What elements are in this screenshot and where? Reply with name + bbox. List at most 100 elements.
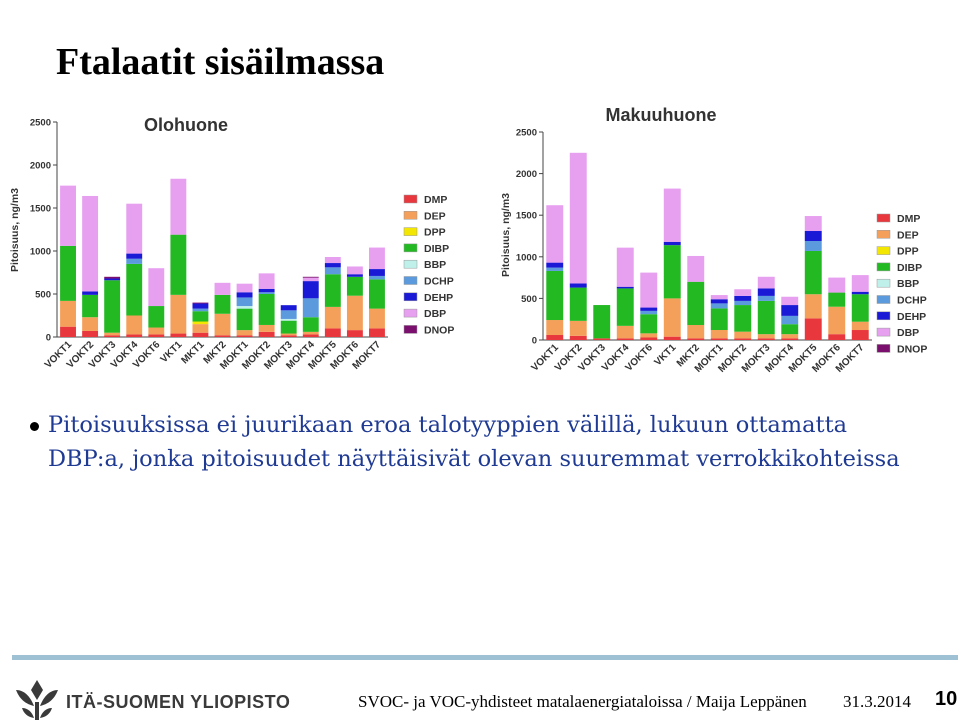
bar-segment [734, 300, 752, 306]
bar-segment [369, 308, 385, 329]
bar-segment [640, 310, 658, 315]
bar-segment [781, 305, 799, 316]
bar-segment [126, 203, 143, 254]
legend-label: DIBP [897, 262, 922, 274]
legend-swatch [876, 344, 891, 353]
bar-segment [148, 334, 165, 337]
footer-divider [12, 655, 958, 660]
bullet-text: Pitoisuuksissa ei juurikaan eroa talotyy… [48, 412, 900, 472]
bar-segment [170, 294, 187, 334]
legend-label: DIBP [424, 243, 449, 255]
legend-swatch [403, 227, 418, 236]
bar-segment [804, 231, 822, 241]
bar-segment [82, 294, 99, 318]
bar-segment [369, 279, 385, 309]
bar-segment [687, 281, 705, 326]
legend-swatch [403, 276, 418, 285]
bar-segment [148, 327, 165, 335]
legend-label: DNOP [897, 343, 927, 355]
bar-segment [804, 318, 822, 340]
bar-segment [369, 269, 385, 276]
bar-segment [324, 274, 341, 307]
bar-segment [214, 282, 231, 295]
bar-segment [687, 325, 705, 339]
bar-segment [851, 294, 869, 322]
bar-segment [192, 324, 209, 333]
legend-label: DPP [897, 246, 919, 258]
y-tick-label: 1500 [30, 204, 51, 215]
bar-segment [302, 298, 319, 318]
bar-segment [569, 320, 587, 336]
bar-segment [734, 331, 752, 339]
bar-segment [757, 276, 775, 289]
bar-segment [280, 305, 297, 311]
bar-segment [804, 250, 822, 295]
bar-segment [280, 318, 297, 321]
bar-segment [126, 334, 143, 337]
legend-swatch [403, 308, 418, 318]
bar-segment [710, 299, 728, 304]
bar-segment [616, 288, 634, 326]
bar-segment [258, 294, 275, 325]
bar-segment [214, 294, 231, 314]
legend-swatch [876, 246, 891, 255]
legend-label: BBP [424, 259, 446, 271]
footer-date: 31.3.2014 [843, 692, 911, 711]
bar-segment [236, 308, 253, 331]
bar-segment [640, 333, 658, 338]
bar-segment [192, 302, 209, 304]
bar-segment [192, 332, 209, 337]
y-tick-label: 1000 [516, 252, 537, 263]
bar-segment [192, 311, 209, 322]
bar-segment [302, 277, 319, 282]
bar-segment [640, 337, 658, 340]
bar-segment [60, 185, 76, 246]
bar-segment [302, 281, 319, 299]
bar-segment [148, 306, 165, 328]
bar-segment [593, 305, 611, 339]
bar-segment [851, 275, 869, 292]
bar-segment [258, 273, 275, 289]
bar-segment [170, 234, 187, 295]
bar-segment [546, 267, 564, 271]
bar-segment [781, 334, 799, 339]
bar-segment [148, 268, 165, 307]
bar-segment [280, 335, 297, 337]
bar-segment [104, 278, 121, 281]
bar-segment [346, 330, 363, 337]
bar-segment [236, 297, 253, 307]
bar-segment [302, 276, 319, 278]
bar-segment [734, 305, 752, 332]
bar-segment [851, 330, 869, 340]
bar-segment [710, 330, 728, 339]
footer-text: SVOC- ja VOC-yhdisteet matalaenergiatalo… [358, 692, 807, 711]
bar-segment [663, 298, 681, 337]
bar-segment [60, 326, 76, 337]
bar-segment [546, 335, 564, 340]
bar-segment [569, 287, 587, 321]
bar-segment [546, 205, 564, 263]
legend-swatch [876, 213, 891, 223]
bar-segment [302, 317, 319, 332]
bar-segment [569, 152, 587, 284]
bar-segment [734, 338, 752, 340]
legend-label: DBP [897, 327, 919, 339]
makuuhuone-chart: Makuuhuone Pitoisuus, ng/m3 0 500 1000 1500 20… [500, 105, 927, 375]
bullet-point: Pitoisuuksissa ei juurikaan eroa talotyy… [30, 408, 930, 476]
y-tick-label: 0 [532, 336, 537, 347]
bar-segment [280, 333, 297, 336]
bar-segment [346, 274, 363, 277]
x-tick-label: VOKT6 [624, 342, 656, 374]
bar-segment [757, 300, 775, 335]
bar-segment [324, 257, 341, 264]
bar-segment [346, 276, 363, 296]
bar-segment [192, 303, 209, 309]
page-number: 10 [935, 688, 958, 710]
bar-segment [828, 334, 846, 340]
legend-label: DMP [424, 194, 447, 206]
bar-segment [192, 308, 209, 312]
bar-segment [593, 338, 611, 340]
bar-segment [346, 266, 363, 275]
bar-segment [663, 188, 681, 242]
bar-segment [828, 306, 846, 335]
